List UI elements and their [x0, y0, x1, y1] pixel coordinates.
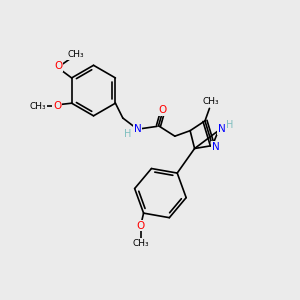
Text: N: N: [134, 124, 142, 134]
Text: N: N: [218, 124, 226, 134]
Text: O: O: [159, 105, 167, 115]
Text: CH₃: CH₃: [67, 50, 84, 59]
Text: N: N: [212, 142, 220, 152]
Text: O: O: [54, 61, 62, 71]
Text: O: O: [53, 101, 61, 111]
Text: O: O: [136, 220, 145, 231]
Text: CH₃: CH₃: [29, 102, 46, 111]
Text: H: H: [226, 120, 233, 130]
Text: H: H: [124, 129, 131, 139]
Text: CH₃: CH₃: [202, 97, 219, 106]
Text: CH₃: CH₃: [132, 239, 149, 248]
